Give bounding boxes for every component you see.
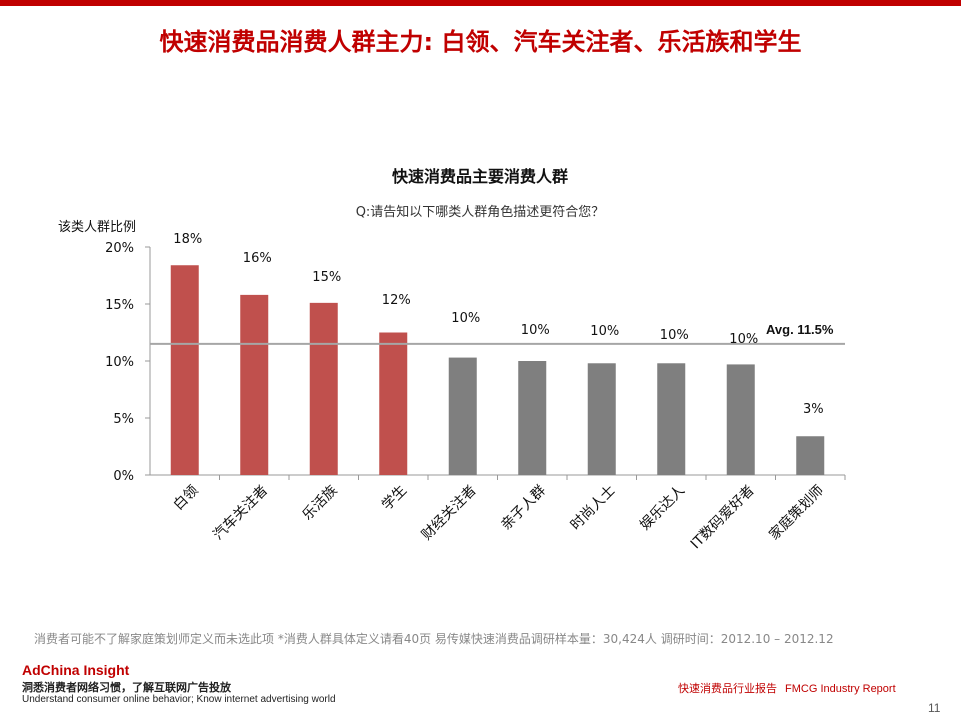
- data-label: 16%: [243, 251, 272, 266]
- bar-9: [726, 364, 755, 475]
- x-tick-label: 白领: [170, 483, 201, 514]
- x-tick-label: IT数码爱好者: [688, 483, 758, 553]
- x-tick-label: 亲子人群: [498, 483, 549, 534]
- brand-tagline-cn: 洞悉消费者网络习惯，了解互联网广告投放: [22, 681, 231, 694]
- data-label: 10%: [729, 332, 758, 347]
- data-label: 10%: [451, 311, 480, 326]
- y-tick-label: 0%: [113, 469, 134, 484]
- x-tick-label: 汽车关注者: [210, 482, 272, 544]
- x-tick-label: 学生: [379, 483, 410, 514]
- brand-tagline-en: Understand consumer online behavior; Kno…: [22, 694, 336, 705]
- data-label: 10%: [660, 328, 689, 343]
- report-name-en: FMCG Industry Report: [785, 683, 896, 695]
- chart-question: Q:请告知以下哪类人群角色描述更符合您？: [355, 205, 605, 220]
- average-label: Avg. 11.5%: [766, 322, 834, 337]
- bar-1: [170, 265, 199, 475]
- brand-logo: AdChina Insight: [22, 662, 130, 678]
- y-tick-label: 20%: [105, 241, 134, 256]
- top-accent-bar: [0, 0, 961, 6]
- bar-5: [448, 357, 477, 475]
- data-label: 15%: [312, 270, 341, 285]
- bar-2: [240, 294, 269, 475]
- bar-10: [796, 436, 825, 475]
- x-tick-label: 娱乐达人: [637, 483, 688, 534]
- data-label: 10%: [521, 323, 550, 338]
- data-label: 12%: [382, 293, 411, 308]
- x-tick-label: 乐活族: [300, 483, 341, 524]
- x-tick-label: 财经关注者: [419, 483, 480, 544]
- bar-7: [587, 363, 616, 475]
- data-label: 18%: [173, 232, 202, 247]
- chart-title: 快速消费品主要消费人群: [391, 167, 568, 186]
- report-name: 快速消费品行业报告 FMCG Industry Report: [678, 680, 896, 696]
- bar-3: [309, 302, 338, 475]
- y-tick-label: 10%: [105, 355, 134, 370]
- bar-chart: 0% 5% 10% 15% 20% 白领 汽车关注者 乐活族 学生 财经关注者 亲子人群 时尚人士 娱乐…: [105, 232, 846, 553]
- page-number: 11: [928, 701, 941, 715]
- bar-4: [379, 332, 408, 475]
- bar-6: [518, 361, 547, 475]
- y-axis-label: 该类人群比例: [58, 220, 137, 235]
- x-tick-label: 时尚人士: [568, 483, 619, 534]
- y-tick-label: 15%: [105, 298, 134, 313]
- page-title: 快速消费品消费人群主力: 白领、汽车关注者、乐活族和学生: [159, 28, 802, 56]
- bar-8: [657, 363, 686, 475]
- y-tick-label: 5%: [113, 412, 134, 427]
- data-label: 3%: [803, 402, 824, 417]
- footnote: 消费者可能不了解家庭策划师定义而未选此项 *消费人群具体定义请看40页 易传媒快…: [34, 632, 834, 646]
- data-label: 10%: [590, 324, 619, 339]
- x-tick-label: 家庭策划师: [766, 482, 828, 544]
- report-name-cn: 快速消费品行业报告: [678, 682, 777, 695]
